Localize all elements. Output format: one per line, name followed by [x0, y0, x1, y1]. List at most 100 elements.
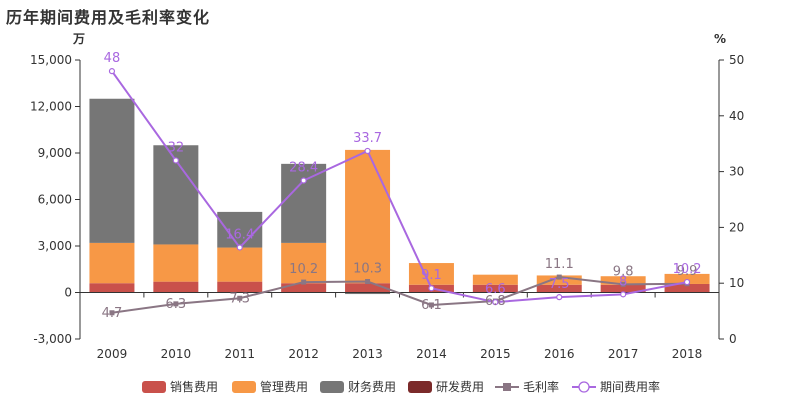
bar-segment [89, 98, 135, 243]
data-label: 6.3 [166, 297, 187, 312]
series-point [108, 68, 116, 75]
data-label: 10.3 [353, 262, 382, 277]
data-label: 7.3 [229, 291, 250, 306]
bar-segment [153, 281, 199, 293]
legend-label: 毛利率 [523, 379, 559, 394]
bar-segment [345, 292, 391, 295]
bar-segment [217, 247, 263, 282]
series-point [365, 279, 371, 285]
bar-segment [536, 284, 582, 293]
data-label: 32 [168, 140, 185, 155]
data-label: 6.8 [485, 294, 506, 309]
legend-swatch [232, 381, 256, 393]
x-tick-label: 2012 [288, 347, 319, 361]
right-tick-label: 10 [729, 276, 744, 290]
series-point [620, 291, 627, 298]
bar-segment [153, 244, 199, 282]
bar-segment [600, 276, 646, 285]
legend-swatch [320, 381, 344, 393]
x-tick-label: 2017 [608, 347, 639, 361]
x-tick-label: 2014 [416, 347, 447, 361]
series-point [492, 299, 499, 306]
data-label: 16.4 [225, 227, 254, 242]
data-label: 6.1 [421, 298, 442, 313]
x-tick-label: 2018 [672, 347, 703, 361]
series-point [236, 244, 243, 251]
left-tick-label: -3,000 [33, 332, 72, 346]
left-tick-label: 6,000 [38, 193, 72, 207]
bar-segment [281, 242, 327, 284]
right-axis-unit: % [714, 32, 726, 46]
legend-marker [578, 381, 590, 393]
bar-segment [345, 149, 391, 284]
series-point [364, 147, 371, 155]
x-tick-label: 2010 [161, 347, 192, 361]
data-label: 7.5 [549, 277, 570, 292]
left-tick-label: 12,000 [30, 100, 72, 114]
bar-segment [345, 283, 391, 293]
data-label: 9.1 [421, 268, 442, 283]
bar-segment [664, 283, 710, 293]
bar-segment [664, 273, 710, 284]
left-axis-unit: 万 [72, 32, 85, 46]
x-tick-label: 2016 [544, 347, 575, 361]
series-point [428, 285, 435, 292]
series-point [172, 157, 179, 164]
series-point [556, 294, 563, 301]
data-label: 4.7 [102, 306, 123, 321]
bar-segment [89, 283, 135, 293]
series-point [620, 281, 626, 287]
series-point [109, 310, 115, 316]
right-tick-label: 30 [729, 165, 744, 179]
series-point [173, 301, 179, 307]
right-tick-label: 50 [729, 53, 744, 67]
left-tick-label: 15,000 [30, 53, 72, 67]
data-label: 8 [619, 274, 627, 289]
data-label: 10.2 [289, 262, 318, 277]
data-label: 9.8 [613, 264, 634, 279]
legend-label: 管理费用 [260, 379, 308, 394]
bar-segment [281, 163, 327, 243]
bar-segment [408, 263, 454, 285]
series-point [683, 278, 691, 286]
legend-swatch [408, 381, 432, 393]
x-tick-label: 2011 [224, 347, 255, 361]
series-line [111, 276, 688, 314]
data-label: 48 [104, 51, 121, 66]
legend-label: 研发费用 [436, 379, 484, 394]
data-label: 6.6 [485, 282, 506, 297]
series-line [111, 70, 688, 304]
bar-segment [600, 284, 646, 293]
chart-title: 历年期间费用及毛利率变化 [6, 8, 211, 27]
x-tick-label: 2013 [352, 347, 383, 361]
legend-label: 财务费用 [348, 379, 396, 394]
series-point [237, 295, 243, 301]
series-point [301, 279, 307, 285]
bar-segment [472, 274, 518, 285]
legend-label: 期间费用率 [600, 379, 660, 394]
bar-segment [217, 281, 263, 293]
bar-segment [281, 283, 327, 293]
bar-segment [536, 275, 582, 285]
left-tick-label: 3,000 [38, 239, 72, 253]
data-label: 11.1 [545, 257, 574, 272]
right-tick-label: 40 [729, 109, 744, 123]
x-tick-label: 2009 [97, 347, 128, 361]
legend-label: 销售费用 [170, 379, 218, 394]
legend-marker [503, 383, 511, 391]
bar-segment [89, 242, 135, 284]
bar-segment [217, 211, 263, 248]
series-point [556, 274, 562, 280]
data-label: 33.7 [353, 131, 382, 146]
bar-segment [472, 284, 518, 293]
left-tick-label: 9,000 [38, 146, 72, 160]
legend-swatch [142, 381, 166, 393]
data-label: 28.4 [289, 161, 318, 176]
series-point [300, 177, 307, 184]
left-tick-label: 0 [64, 286, 72, 300]
series-point [428, 302, 434, 308]
x-tick-label: 2015 [480, 347, 511, 361]
data-label: 10.2 [673, 262, 702, 277]
right-tick-label: 0 [729, 332, 737, 346]
